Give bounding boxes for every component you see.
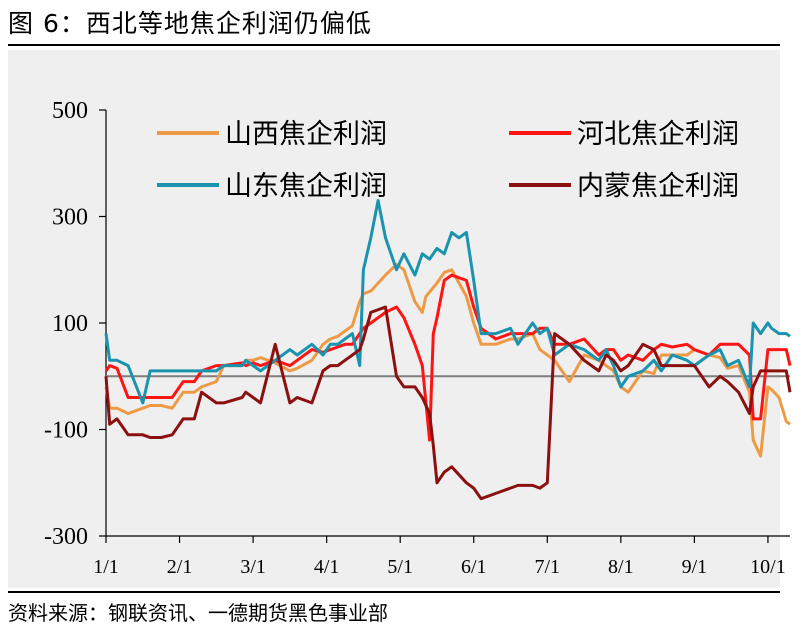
x-tick-label: 2/1 (167, 556, 193, 578)
legend-label: 山东焦企利润 (225, 171, 387, 202)
figure-source: 资料来源：钢联资讯、一德期货黑色事业部 (8, 601, 388, 625)
plot-background (8, 50, 780, 588)
series-line (104, 273, 792, 442)
series-line (104, 305, 792, 501)
x-tick-label: 6/1 (461, 556, 487, 578)
title-rule (8, 44, 780, 46)
legend-label: 河北焦企利润 (577, 119, 739, 150)
x-tick-label: 3/1 (240, 556, 266, 578)
series-line (104, 199, 791, 405)
source-rule (8, 591, 780, 593)
y-tick-label: -300 (44, 524, 88, 550)
legend-label: 内蒙焦企利润 (577, 171, 739, 202)
series-lines (104, 199, 792, 501)
y-tick-label: -100 (44, 418, 88, 444)
y-tick-label: 500 (52, 98, 88, 124)
x-tick-label: 8/1 (608, 556, 634, 578)
figure-title: 图 6：西北等地焦企利润仍偏低 (8, 9, 372, 38)
chart-axes: -300 -100 100 300 500 1/1 2/1 3/1 4/1 5/1 6/1 7/1 8/… (44, 98, 790, 578)
x-tick-label: 1/1 (93, 556, 119, 578)
x-tick-label: 9/1 (682, 556, 708, 578)
legend-label: 山西焦企利润 (225, 119, 387, 150)
x-tick-label: 10/1 (750, 556, 786, 578)
y-tick-label: 300 (52, 205, 88, 231)
x-tick-label: 5/1 (387, 556, 413, 578)
x-tick-label: 4/1 (314, 556, 340, 578)
y-tick-label: 100 (52, 311, 88, 337)
x-tick-label: 7/1 (535, 556, 561, 578)
